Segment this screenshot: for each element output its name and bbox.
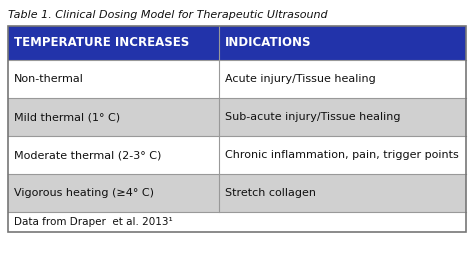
Text: Acute injury/Tissue healing: Acute injury/Tissue healing: [225, 74, 375, 84]
Text: Non-thermal: Non-thermal: [14, 74, 84, 84]
Text: Data from Draper  et al. 2013¹: Data from Draper et al. 2013¹: [14, 217, 173, 227]
Bar: [8, 136, 466, 174]
Text: Moderate thermal (2-3° C): Moderate thermal (2-3° C): [14, 150, 161, 160]
Bar: [8, 212, 466, 232]
Bar: [8, 60, 466, 98]
Text: INDICATIONS: INDICATIONS: [225, 37, 311, 49]
Text: Table 1. Clinical Dosing Model for Therapeutic Ultrasound: Table 1. Clinical Dosing Model for Thera…: [8, 10, 328, 20]
Text: Mild thermal (1° C): Mild thermal (1° C): [14, 112, 120, 122]
Bar: [8, 174, 466, 212]
Text: Stretch collagen: Stretch collagen: [225, 188, 316, 198]
Bar: [8, 26, 466, 60]
Text: TEMPERATURE INCREASES: TEMPERATURE INCREASES: [14, 37, 189, 49]
Bar: [8, 98, 466, 136]
Text: Chronic inflammation, pain, trigger points: Chronic inflammation, pain, trigger poin…: [225, 150, 458, 160]
Bar: [8, 26, 466, 232]
Text: Vigorous heating (≥4° C): Vigorous heating (≥4° C): [14, 188, 154, 198]
Text: Sub-acute injury/Tissue healing: Sub-acute injury/Tissue healing: [225, 112, 400, 122]
